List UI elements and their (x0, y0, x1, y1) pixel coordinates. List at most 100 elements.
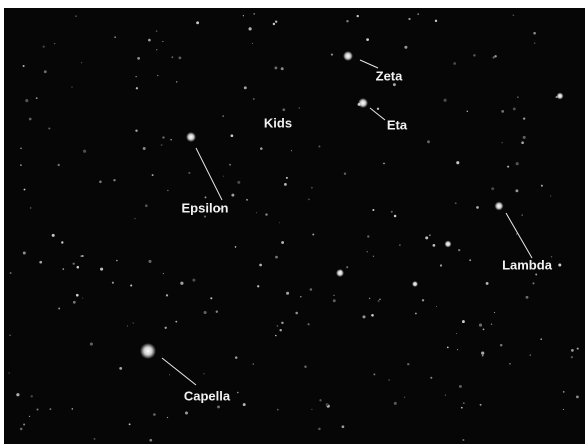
faint-star (29, 118, 32, 121)
faint-star (192, 279, 195, 282)
faint-star (357, 15, 359, 17)
faint-star (20, 428, 23, 431)
faint-star (371, 314, 374, 317)
faint-star (373, 373, 375, 375)
faint-star (515, 189, 518, 192)
faint-star (513, 107, 516, 110)
star (336, 269, 344, 277)
faint-star (342, 425, 345, 428)
faint-star (394, 402, 397, 405)
faint-star (204, 216, 206, 218)
faint-star (300, 296, 302, 298)
faint-star (185, 411, 188, 414)
faint-star (526, 296, 529, 299)
star-label: Zeta (376, 68, 404, 83)
faint-star (319, 399, 321, 401)
faint-star (161, 144, 163, 146)
faint-star (229, 164, 231, 166)
faint-star (157, 75, 158, 76)
faint-star (404, 46, 407, 49)
faint-star (311, 409, 312, 410)
faint-star (244, 86, 247, 89)
faint-star (63, 268, 65, 270)
star (186, 132, 196, 142)
faint-star (77, 266, 80, 269)
faint-star (243, 15, 244, 16)
faint-star (170, 139, 171, 140)
faint-star (112, 282, 114, 284)
faint-star (237, 181, 240, 184)
faint-star (23, 65, 25, 67)
faint-star (462, 439, 464, 441)
faint-star (459, 385, 462, 388)
faint-star (541, 185, 543, 187)
faint-star (148, 39, 151, 42)
faint-star (344, 172, 346, 174)
faint-star (231, 134, 234, 137)
faint-star (281, 241, 284, 244)
faint-star (73, 263, 75, 265)
faint-star (373, 256, 374, 257)
faint-star (513, 14, 515, 16)
faint-star (162, 41, 163, 42)
faint-star (455, 202, 457, 204)
faint-star (156, 49, 157, 50)
faint-star (535, 274, 537, 276)
faint-star (274, 66, 277, 69)
faint-star (210, 297, 212, 299)
faint-star (295, 312, 298, 315)
faint-star (388, 379, 389, 380)
faint-star (279, 222, 280, 223)
faint-star (436, 306, 437, 307)
faint-star (166, 294, 168, 296)
faint-star (563, 409, 564, 410)
faint-star (501, 110, 504, 113)
faint-star (135, 130, 137, 132)
faint-star (473, 54, 475, 56)
faint-star (134, 218, 136, 220)
faint-star (39, 261, 42, 264)
faint-star (249, 27, 252, 30)
faint-star (216, 311, 218, 313)
faint-star (203, 373, 204, 374)
faint-star (445, 395, 446, 396)
faint-star (415, 313, 417, 315)
faint-star (516, 234, 517, 235)
faint-star (286, 177, 288, 179)
faint-star (237, 392, 239, 394)
page: Zeta Eta Kids Epsilon Lambda Capella (()… (0, 0, 587, 445)
faint-star (417, 13, 419, 15)
faint-star (433, 244, 436, 247)
faint-star (9, 372, 10, 373)
faint-star (502, 142, 503, 143)
faint-star (318, 428, 321, 431)
faint-star (447, 347, 449, 349)
faint-star (476, 206, 479, 209)
faint-star (521, 214, 522, 215)
faint-star (256, 212, 257, 213)
faint-star (408, 18, 410, 20)
sky-background (4, 8, 585, 444)
faint-star (558, 264, 561, 267)
faint-star (196, 21, 199, 24)
faint-star (481, 352, 484, 355)
faint-star (523, 136, 526, 139)
faint-star (379, 299, 380, 300)
faint-star (550, 195, 551, 196)
faint-star (113, 179, 115, 181)
faint-star (282, 108, 285, 111)
faint-star (377, 108, 379, 110)
faint-star (299, 108, 300, 109)
faint-star (156, 30, 157, 31)
faint-star (61, 241, 63, 243)
faint-star (378, 300, 380, 302)
faint-star (136, 76, 137, 77)
faint-star (469, 259, 471, 261)
faint-star (163, 273, 164, 274)
faint-star (50, 408, 52, 410)
faint-star (165, 327, 167, 329)
faint-star (152, 174, 154, 176)
faint-star (430, 377, 432, 379)
faint-star (346, 20, 348, 22)
faint-star (76, 294, 79, 297)
